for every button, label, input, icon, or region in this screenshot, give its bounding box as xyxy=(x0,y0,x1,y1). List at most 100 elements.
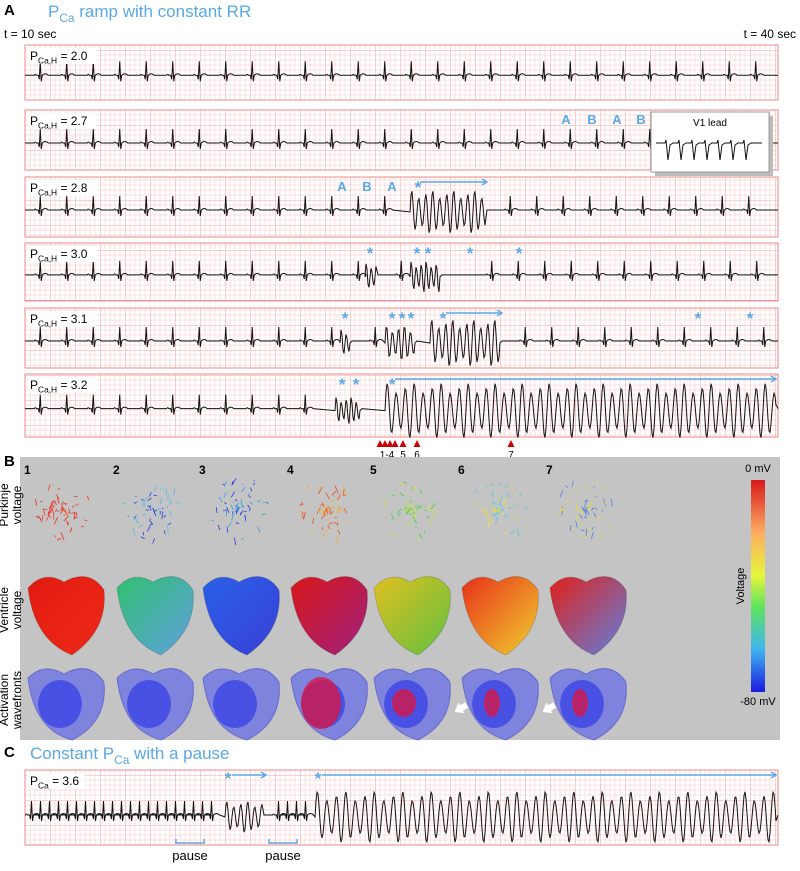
panel-title-rest: with a pause xyxy=(129,744,229,763)
beat-annotation: B xyxy=(587,112,596,127)
beat-annotation: A xyxy=(612,112,622,127)
asterisk: * xyxy=(342,309,349,328)
row-label: Purkinjevoltage xyxy=(0,483,24,527)
activation-core xyxy=(127,680,171,728)
panel-title: PCa ramp with constant RR xyxy=(48,2,251,25)
colorbar-title: Voltage xyxy=(735,568,747,605)
purkinje-fiber xyxy=(73,505,74,508)
asterisk: * xyxy=(415,178,422,197)
asterisk: * xyxy=(516,244,523,263)
time-marker xyxy=(400,440,407,447)
strip-label-rest: = 3.0 xyxy=(57,247,88,261)
ecg-grid xyxy=(25,45,778,100)
strip-label-rest: = 3.2 xyxy=(57,378,88,392)
strip-label-main: P xyxy=(30,247,38,261)
strip-label-main: P xyxy=(30,378,38,392)
asterisk: * xyxy=(747,309,754,328)
strip-label-sub: Ca,H xyxy=(38,319,57,329)
asterisk: * xyxy=(399,309,406,328)
asterisk: * xyxy=(695,309,702,328)
strip-label-rest: = 3.6 xyxy=(49,774,80,788)
row-label-line: voltage xyxy=(10,485,24,524)
panel-title-sub: Ca xyxy=(114,753,130,767)
asterisk: * xyxy=(467,244,474,263)
strip-label-main: P xyxy=(30,181,38,195)
strip-label-main: P xyxy=(30,774,38,788)
purkinje-fiber xyxy=(227,527,228,533)
asterisk: * xyxy=(440,309,447,328)
purkinje-fiber xyxy=(128,516,129,517)
pause-label: pause xyxy=(265,848,300,863)
strip-label-rest: = 2.0 xyxy=(57,49,88,63)
purkinje-fiber xyxy=(249,510,250,511)
wavefront xyxy=(572,689,588,717)
purkinje-fiber xyxy=(222,484,224,485)
colorbar-min: -80 mV xyxy=(740,696,776,708)
column-number: 6 xyxy=(458,463,465,477)
panel-letter: B xyxy=(4,453,15,470)
beat-annotation: A xyxy=(561,112,571,127)
row-label-line: wavefronts xyxy=(10,671,24,730)
wavefront xyxy=(301,677,341,729)
activation-core xyxy=(38,680,82,728)
purkinje-fiber xyxy=(494,506,495,507)
time-marker xyxy=(508,440,515,447)
panel-title-rest: ramp with constant RR xyxy=(75,2,252,21)
panel-letter: A xyxy=(4,2,15,19)
strip-label-sub: Ca,H xyxy=(38,121,57,131)
wavefront xyxy=(484,689,500,717)
purkinje-fiber xyxy=(225,510,226,511)
strip-label-sub: Ca,H xyxy=(38,188,57,198)
panel-title-main: P xyxy=(48,2,59,21)
column-number: 2 xyxy=(113,463,120,477)
purkinje-fiber xyxy=(40,501,43,502)
ecg-strip xyxy=(25,45,778,100)
purkinje-fiber xyxy=(311,516,313,517)
asterisk: * xyxy=(225,769,232,788)
strip-label-sub: Ca xyxy=(38,781,49,791)
row-label: Activationwavefronts xyxy=(0,671,24,730)
ecg-strip xyxy=(25,177,778,237)
colorbar-max: 0 mV xyxy=(745,463,771,475)
time-marker xyxy=(414,440,421,447)
purkinje-fiber xyxy=(571,525,572,531)
strip-label-main: P xyxy=(30,114,38,128)
beat-annotation: A xyxy=(337,179,347,194)
asterisk: * xyxy=(315,769,322,788)
asterisk: * xyxy=(408,309,415,328)
strip-label-sub: Ca,H xyxy=(38,385,57,395)
inset-label: V1 lead xyxy=(693,118,727,129)
purkinje-fiber xyxy=(491,519,492,520)
strip-label-main: P xyxy=(30,312,38,326)
purkinje-fiber xyxy=(327,516,328,517)
pause-label: pause xyxy=(172,848,207,863)
panel-title-main: Constant P xyxy=(30,744,114,763)
column-number: 7 xyxy=(546,463,553,477)
column-number: 3 xyxy=(199,463,206,477)
strip-label-rest: = 2.8 xyxy=(57,181,88,195)
row-label: Ventriclevoltage xyxy=(0,587,24,633)
asterisk: * xyxy=(367,244,374,263)
ecg-strip xyxy=(25,374,778,438)
strip-label-main: P xyxy=(30,49,38,63)
purkinje-fiber xyxy=(330,501,334,502)
column-number: 4 xyxy=(287,463,294,477)
strip-label-rest: = 3.1 xyxy=(57,312,88,326)
activation-core xyxy=(213,680,257,728)
asterisk: * xyxy=(353,375,360,394)
asterisk: * xyxy=(425,244,432,263)
beat-annotation: B xyxy=(636,112,645,127)
strip-label-sub: Ca,H xyxy=(38,254,57,264)
asterisk: * xyxy=(389,309,396,328)
purkinje-fiber xyxy=(424,531,425,533)
ecg-grid xyxy=(25,177,778,237)
strip-label-sub: Ca,H xyxy=(38,56,57,66)
purkinje-fiber xyxy=(488,521,489,527)
strip-label-rest: = 2.7 xyxy=(57,114,88,128)
purkinje-fiber xyxy=(486,486,488,487)
ecg-strip xyxy=(25,770,778,845)
time-end: t = 40 sec xyxy=(744,27,796,41)
beat-annotation: B xyxy=(362,179,371,194)
panel-title-sub: Ca xyxy=(59,11,75,25)
